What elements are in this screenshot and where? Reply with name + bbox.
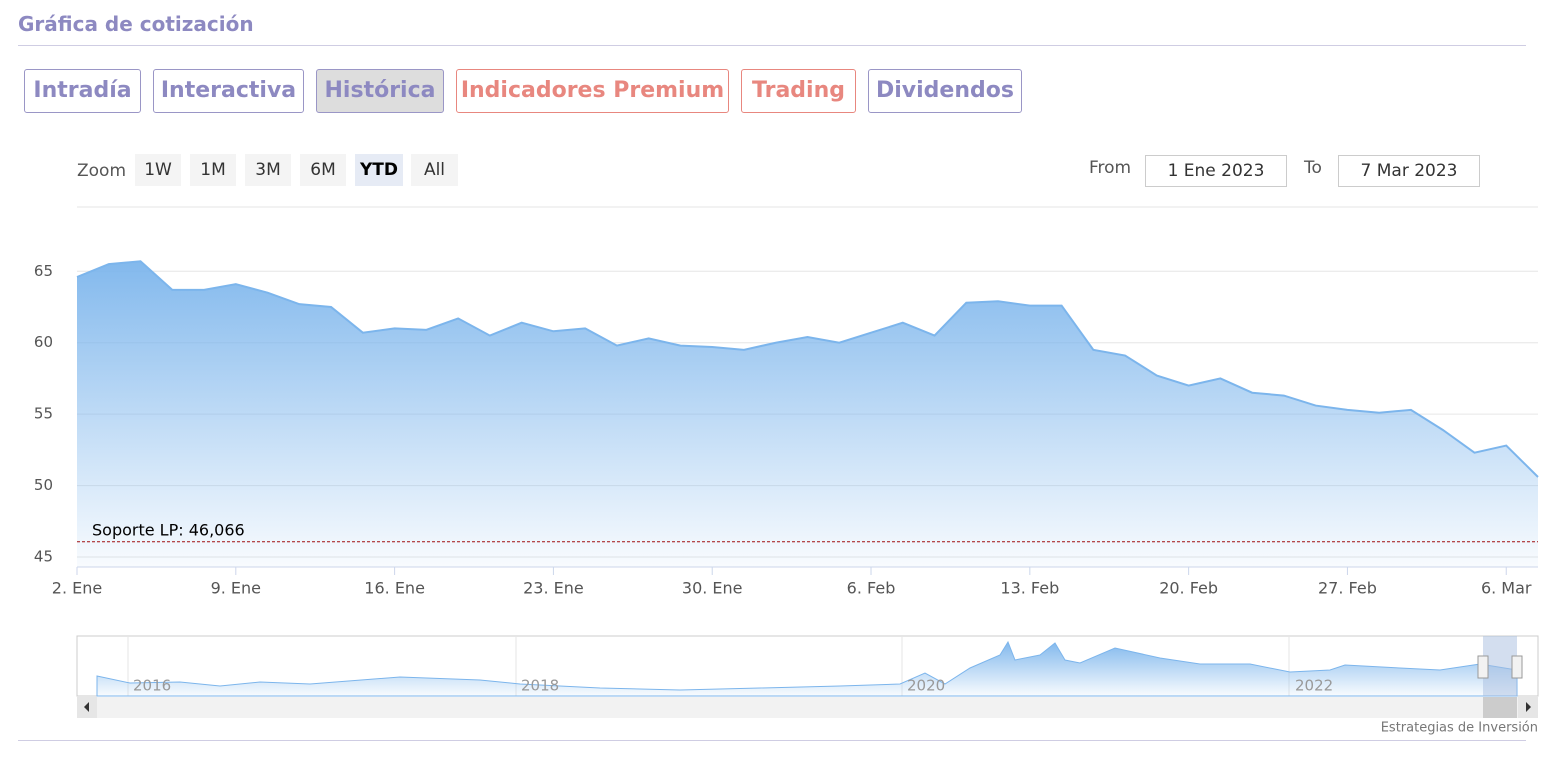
line	[76, 260, 1539, 478]
navigator-handle[interactable]	[1477, 655, 1489, 679]
zoom-label: Zoom	[77, 161, 127, 181]
from-label: From	[1089, 158, 1132, 178]
to-label: To	[1304, 158, 1322, 178]
credit: Estrategias de Inversión	[1381, 721, 1538, 736]
zoom-button[interactable]: 3M	[245, 154, 291, 186]
zoom-button[interactable]: 1M	[190, 154, 236, 186]
navigator-series	[96, 640, 1518, 697]
navigator-label: 2016	[133, 677, 171, 695]
arrow	[1526, 702, 1531, 712]
x-tick-label: 13. Feb	[1000, 579, 1059, 598]
tab[interactable]: Trading	[741, 69, 856, 113]
x-tick-label: 27. Feb	[1318, 579, 1377, 598]
navigator-label: 2018	[521, 677, 559, 695]
x-tick-label: 6. Feb	[847, 579, 896, 598]
navigator-mask	[1483, 636, 1517, 696]
support-label: Soporte LP: 46,066	[92, 520, 245, 539]
tab[interactable]: Interactiva	[153, 69, 304, 113]
divider	[18, 740, 1526, 741]
x-tick-label: 30. Ene	[682, 579, 743, 598]
to-input[interactable]: 7 Mar 2023	[1338, 155, 1480, 187]
zoom-button[interactable]: 6M	[300, 154, 346, 186]
y-tick-label: 45	[34, 548, 53, 566]
tab[interactable]: Indicadores Premium	[456, 69, 729, 113]
tab[interactable]: Dividendos	[868, 69, 1022, 113]
x-tick-label: 6. Mar	[1481, 579, 1532, 598]
y-tick-label: 65	[34, 262, 53, 280]
tab[interactable]: Intradía	[24, 69, 141, 113]
x-tick-label: 20. Feb	[1159, 579, 1218, 598]
x-tick-label: 23. Ene	[523, 579, 584, 598]
y-tick-label: 60	[34, 333, 53, 351]
scroll-thumb[interactable]	[1483, 697, 1517, 718]
arrow	[84, 702, 89, 712]
section-title: Gráfica de cotización	[18, 12, 254, 36]
y-tick-label: 50	[34, 476, 53, 494]
navigator-label: 2020	[907, 677, 945, 695]
divider	[18, 45, 1526, 46]
zoom-button[interactable]: 1W	[135, 154, 181, 186]
navigator-label: 2022	[1295, 677, 1333, 695]
navigator-handle[interactable]	[1511, 655, 1523, 679]
zoom-button[interactable]: YTD	[355, 154, 403, 186]
x-tick-label: 2. Ene	[52, 579, 102, 598]
y-tick-label: 55	[34, 405, 53, 423]
zoom-button[interactable]: All	[411, 154, 458, 186]
scrollbar[interactable]	[77, 697, 1538, 718]
x-tick-label: 16. Ene	[364, 579, 425, 598]
x-tick-label: 9. Ene	[211, 579, 261, 598]
from-input[interactable]: 1 Ene 2023	[1145, 155, 1287, 187]
area	[77, 261, 1538, 567]
tab[interactable]: Histórica	[316, 69, 444, 113]
